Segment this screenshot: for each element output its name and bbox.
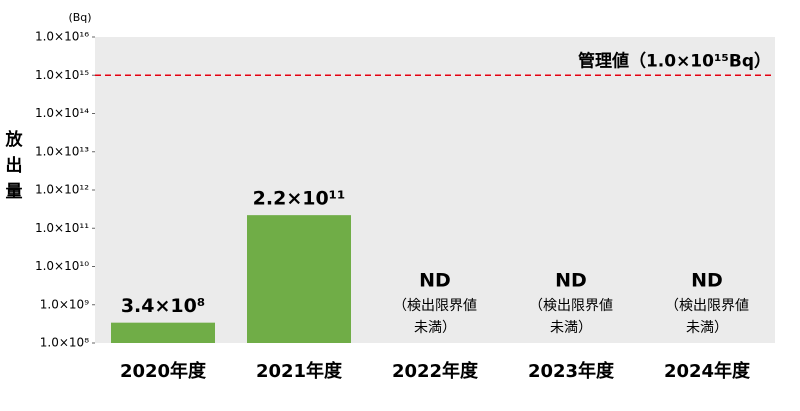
bar: [111, 322, 215, 343]
reference-label: 管理値（1.0×10¹⁵Bq）: [578, 50, 771, 71]
y-tick-label: 1.0×10¹¹: [35, 221, 89, 235]
x-tick-label: 2024年度: [664, 360, 751, 382]
value-label: 3.4×10⁸: [121, 295, 205, 317]
nd-note: 未満）: [550, 320, 592, 336]
y-tick-label: 1.0×10¹⁰: [35, 259, 89, 273]
y-tick-label: 1.0×10¹⁴: [35, 106, 89, 120]
nd-note: 未満）: [414, 320, 456, 336]
y-tick-label: 1.0×10¹³: [35, 144, 89, 158]
value-label: ND: [555, 270, 587, 292]
value-label: 2.2×10¹¹: [253, 188, 346, 210]
nd-note: （検出限界値: [393, 298, 477, 314]
nd-note: （検出限界値: [529, 298, 613, 314]
y-tick-label: 1.0×10¹⁵: [35, 68, 89, 82]
y-tick-label: 1.0×10¹⁶: [35, 30, 89, 44]
value-label: ND: [419, 270, 451, 292]
nd-note: （検出限界値: [665, 298, 749, 314]
y-axis-title: 放: [5, 129, 24, 150]
y-tick-label: 1.0×10⁸: [40, 336, 89, 350]
y-tick-label: 1.0×10¹²: [35, 183, 89, 197]
y-unit: (Bq): [68, 11, 91, 24]
x-tick-label: 2020年度: [120, 360, 207, 382]
plot-area: [95, 37, 775, 343]
x-tick-label: 2023年度: [528, 360, 615, 382]
x-tick-label: 2021年度: [256, 360, 343, 382]
value-label: ND: [691, 270, 723, 292]
bar: [247, 215, 351, 343]
y-tick-label: 1.0×10⁹: [40, 297, 89, 311]
y-axis-title: 量: [6, 181, 23, 202]
x-tick-label: 2022年度: [392, 360, 479, 382]
nd-note: 未満）: [686, 320, 728, 336]
y-axis-title: 出: [6, 155, 23, 176]
